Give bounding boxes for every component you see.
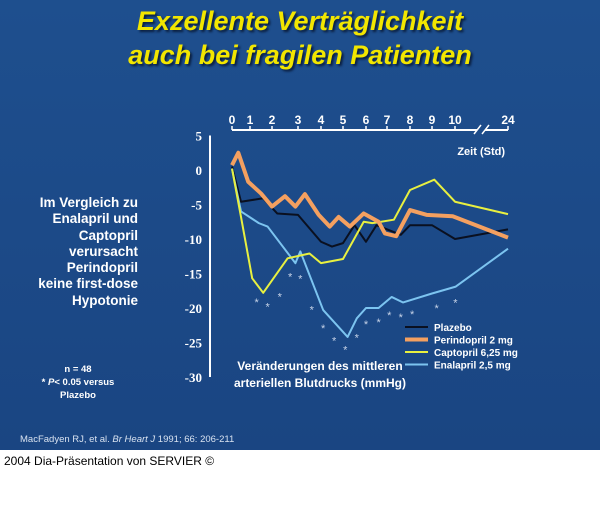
significance-marker: * [278,291,283,303]
y-tick-label: -5 [191,198,202,213]
significance-marker: * [265,302,270,314]
side-line: Im Vergleich zu [39,195,138,210]
legend-label: Perindopril 2 mg [434,336,513,347]
x-tick-label: 24 [501,113,515,127]
x-tick-label: 7 [384,113,391,127]
series-line-enalapril [231,168,509,338]
side-line: Enalapril und [52,211,138,227]
significance-marker: * [376,317,381,329]
y-tick-label: -20 [185,301,202,316]
series-line-perindopril [230,150,509,240]
x-tick-label: 1 [247,113,254,127]
side-line: Captopril [78,227,138,243]
x-tick-label: 6 [363,113,370,127]
x-tick-label: 3 [295,113,302,127]
x-tick-label: 2 [269,113,276,127]
legend-label: Captopril 6,25 mg [434,348,518,359]
significance-marker: * [434,303,439,315]
slide: Exzellente Verträglichkeit auch bei frag… [0,0,600,450]
asterisk: * [41,377,49,388]
title-line-1: Exzellente Verträglichkeit [136,6,464,36]
significance-marker: * [387,310,392,322]
side-line: Perindopril [66,260,138,276]
legend-label: Plazebo [434,323,472,334]
axis-break-mark [473,124,482,135]
side-text: Im Vergleich zu Enalapril und Captopril … [0,195,138,309]
p-rest: < 0.05 versus [54,377,115,388]
side-line: keine first-dose [38,276,138,292]
significance-marker: * [254,297,259,309]
significance-marker: * [410,309,415,321]
y-tick-label: -30 [185,370,202,385]
p-symbol: P [48,377,55,388]
citation-authors: MacFadyen RJ, et al. [20,434,113,445]
y-axis-label-line: arteriellen Blutdrucks (mmHg) [234,376,406,390]
x-tick-label: 0 [229,113,236,127]
x-tick-label: 9 [429,113,436,127]
title-line-2: auch bei fragilen Patienten [128,40,472,70]
significance-marker: * [399,312,404,324]
y-tick-label: 5 [196,129,203,144]
sample-size: n = 48 [64,364,92,375]
y-tick-label: -10 [185,232,202,247]
y-tick-label: 0 [196,163,203,178]
y-tick-label: -15 [185,267,203,282]
footer: 2004 Dia-Präsentation von SERVIER © [4,454,215,468]
significance-marker: * [288,271,293,283]
significance-marker: * [343,344,348,356]
x-tick-label: 10 [448,113,462,127]
significance-marker: * [332,335,337,347]
significance-marker: * [453,297,458,309]
y-tick-label: -25 [185,336,203,351]
side-line: Hypotonie [72,292,138,308]
study-note: n = 48 * P< 0.05 versus Plazebo [18,363,138,402]
legend-label: Enalapril 2,5 mg [434,361,511,372]
x-tick-label: 4 [318,113,325,127]
x-tick-label: 5 [340,113,347,127]
y-axis-label-line: Veränderungen des mittleren [237,359,402,373]
p-line-2: Plazebo [60,390,96,401]
x-axis-label: Zeit (Std) [457,146,505,158]
citation-rest: 1991; 66: 206-211 [155,434,235,445]
significance-marker: * [355,333,360,345]
axis-break-mark [481,124,490,135]
series-line-captopril [231,168,509,294]
significance-marker: * [364,319,369,331]
significance-marker: * [298,273,303,285]
citation: MacFadyen RJ, et al. Br Heart J 1991; 66… [20,434,234,445]
citation-journal: Br Heart J [112,434,156,445]
x-tick-label: 8 [407,113,414,127]
significance-marker: * [321,323,326,335]
p-value-line: * P< 0.05 versus [18,376,138,389]
side-line: verursacht [68,243,138,259]
significance-marker: * [310,304,315,316]
